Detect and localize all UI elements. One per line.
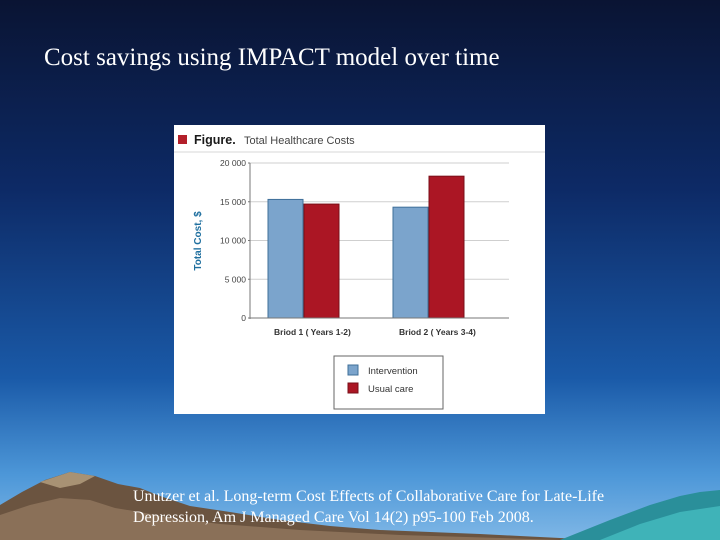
legend-label: Intervention (368, 366, 418, 377)
y-tick-label: 5 000 (225, 274, 247, 284)
chart-title: Total Healthcare Costs (244, 135, 355, 147)
category-label-layer: Briod 1 ( Years 1-2) Briod 2 ( Years 3-4) (274, 327, 476, 337)
y-tick-label: 20 000 (220, 158, 246, 168)
y-axis-label: Total Cost, $ (193, 211, 204, 271)
bar (267, 198, 304, 319)
bar-layer (267, 175, 465, 319)
bar (303, 203, 340, 319)
figure-marker (178, 135, 187, 144)
bar-chart: Figure. Total Healthcare Costs 0 5 000 10 … (174, 133, 545, 410)
legend-label: Usual care (368, 384, 413, 395)
bar (428, 175, 465, 319)
legend-swatch (347, 364, 359, 376)
citation-text: Unutzer et al. Long-term Cost Effects of… (133, 488, 605, 526)
slide-title: Cost savings using IMPACT model over tim… (44, 44, 500, 71)
y-tick-label: 0 (241, 313, 246, 323)
legend-swatch (347, 382, 359, 394)
y-tick-label: 15 000 (220, 197, 246, 207)
bar (392, 206, 429, 319)
tick-label-layer: 0 5 000 10 000 15 000 20 000 (220, 158, 250, 323)
legend-layer: Intervention Usual care (347, 364, 418, 395)
axis-layer (249, 163, 509, 319)
figure-panel: Figure. Total Healthcare Costs 0 5 000 10 … (174, 125, 545, 414)
category-label: Briod 2 ( Years 3-4) (399, 327, 476, 337)
category-label: Briod 1 ( Years 1-2) (274, 327, 351, 337)
y-tick-label: 10 000 (220, 236, 246, 246)
figure-label: Figure. (194, 133, 236, 147)
